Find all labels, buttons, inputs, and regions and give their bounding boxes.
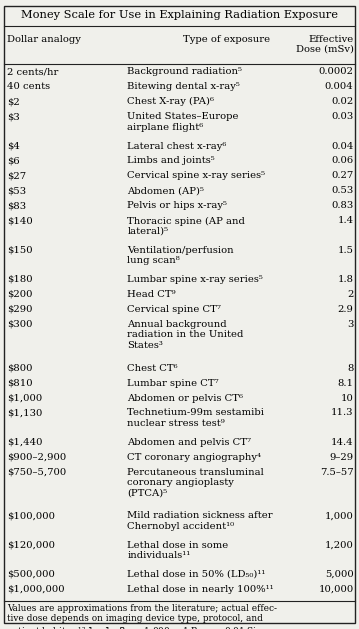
Text: Chest X-ray (PA)⁶: Chest X-ray (PA)⁶ <box>127 97 214 106</box>
Text: $140: $140 <box>7 216 33 225</box>
Text: Cervical spine x-ray series⁵: Cervical spine x-ray series⁵ <box>127 172 265 181</box>
Text: 8.1: 8.1 <box>337 379 354 387</box>
Text: $27: $27 <box>7 172 26 181</box>
Text: 1.5: 1.5 <box>337 246 354 255</box>
Text: $800: $800 <box>7 364 33 372</box>
Text: 10: 10 <box>341 394 354 403</box>
Text: Abdomen (AP)⁵: Abdomen (AP)⁵ <box>127 186 204 196</box>
Text: United States–Europe
airplane flight⁶: United States–Europe airplane flight⁶ <box>127 112 239 131</box>
Text: Lethal dose in 50% (LD₅₀)¹¹: Lethal dose in 50% (LD₅₀)¹¹ <box>127 570 266 579</box>
Text: $180: $180 <box>7 275 33 284</box>
Text: Technetium-99m sestamibi
nuclear stress test⁹: Technetium-99m sestamibi nuclear stress … <box>127 408 265 428</box>
Text: Lumbar spine CT⁷: Lumbar spine CT⁷ <box>127 379 219 387</box>
Text: Effective
Dose (mSv): Effective Dose (mSv) <box>295 35 354 54</box>
Text: Head CT⁹: Head CT⁹ <box>127 290 176 299</box>
Text: 0.004: 0.004 <box>325 82 354 91</box>
Text: 10,000: 10,000 <box>318 585 354 594</box>
Text: $750–5,700: $750–5,700 <box>7 468 66 477</box>
Text: 0.53: 0.53 <box>331 186 354 196</box>
Text: 2.9: 2.9 <box>338 305 354 314</box>
Text: 11.3: 11.3 <box>331 408 354 418</box>
Text: 5,000: 5,000 <box>325 570 354 579</box>
Text: Bitewing dental x-ray⁵: Bitewing dental x-ray⁵ <box>127 82 240 91</box>
Text: 9–29: 9–29 <box>330 453 354 462</box>
Text: Abdomen or pelvis CT⁶: Abdomen or pelvis CT⁶ <box>127 394 243 403</box>
Text: Chest CT⁶: Chest CT⁶ <box>127 364 178 372</box>
Text: $6: $6 <box>7 157 20 165</box>
Text: $1,000,000: $1,000,000 <box>7 585 65 594</box>
Text: Lumbar spine x-ray series⁵: Lumbar spine x-ray series⁵ <box>127 275 263 284</box>
Text: 2 cents/hr: 2 cents/hr <box>7 67 59 76</box>
Text: $120,000: $120,000 <box>7 541 55 550</box>
Text: CT coronary angiography⁴: CT coronary angiography⁴ <box>127 453 261 462</box>
Text: 0.83: 0.83 <box>331 201 354 211</box>
Text: $290: $290 <box>7 305 33 314</box>
Text: $1,440: $1,440 <box>7 438 43 447</box>
Text: Lethal dose in nearly 100%¹¹: Lethal dose in nearly 100%¹¹ <box>127 585 274 594</box>
Text: $83: $83 <box>7 201 26 211</box>
Text: 8: 8 <box>347 364 354 372</box>
Text: Values are approximations from the literature; actual effec-
tive dose depends o: Values are approximations from the liter… <box>7 604 304 629</box>
Text: 1.8: 1.8 <box>337 275 354 284</box>
Text: $4: $4 <box>7 142 20 150</box>
Text: $53: $53 <box>7 186 26 196</box>
Text: 1,200: 1,200 <box>325 541 354 550</box>
Text: $300: $300 <box>7 320 33 329</box>
Text: 3: 3 <box>347 320 354 329</box>
Text: Type of exposure: Type of exposure <box>183 35 270 43</box>
Text: $810: $810 <box>7 379 33 387</box>
Text: $150: $150 <box>7 246 33 255</box>
Text: 1,000: 1,000 <box>325 511 354 520</box>
Text: Lethal dose in some
individuals¹¹: Lethal dose in some individuals¹¹ <box>127 541 229 560</box>
Text: 14.4: 14.4 <box>331 438 354 447</box>
Text: 0.06: 0.06 <box>331 157 354 165</box>
Text: 0.0002: 0.0002 <box>319 67 354 76</box>
Text: Cervical spine CT⁷: Cervical spine CT⁷ <box>127 305 221 314</box>
Text: 40 cents: 40 cents <box>7 82 50 91</box>
Text: 0.02: 0.02 <box>331 97 354 106</box>
Text: 0.27: 0.27 <box>331 172 354 181</box>
Text: Percutaneous transluminal
coronary angioplasty
(PTCA)⁵: Percutaneous transluminal coronary angio… <box>127 468 264 498</box>
Text: 0.04: 0.04 <box>331 142 354 150</box>
Text: Money Scale for Use in Explaining Radiation Exposure: Money Scale for Use in Explaining Radiat… <box>21 10 338 20</box>
Text: Ventilation/perfusion
lung scan⁸: Ventilation/perfusion lung scan⁸ <box>127 246 234 265</box>
Text: Annual background
radiation in the United
States³: Annual background radiation in the Unite… <box>127 320 244 350</box>
Text: 2: 2 <box>347 290 354 299</box>
Text: $100,000: $100,000 <box>7 511 55 520</box>
Text: Pelvis or hips x-ray⁵: Pelvis or hips x-ray⁵ <box>127 201 227 211</box>
Text: 7.5–57: 7.5–57 <box>320 468 354 477</box>
Text: $3: $3 <box>7 112 20 121</box>
Text: $1,130: $1,130 <box>7 408 43 418</box>
Text: Background radiation⁵: Background radiation⁵ <box>127 67 242 76</box>
Text: 0.03: 0.03 <box>331 112 354 121</box>
Text: $2: $2 <box>7 97 20 106</box>
Text: Thoracic spine (AP and
lateral)⁵: Thoracic spine (AP and lateral)⁵ <box>127 216 245 236</box>
Text: Lateral chest x-ray⁶: Lateral chest x-ray⁶ <box>127 142 227 150</box>
Text: 1.4: 1.4 <box>337 216 354 225</box>
Text: Mild radiation sickness after
Chernobyl accident¹⁰: Mild radiation sickness after Chernobyl … <box>127 511 273 531</box>
Text: Dollar analogy: Dollar analogy <box>7 35 81 43</box>
Text: $200: $200 <box>7 290 33 299</box>
Text: $900–2,900: $900–2,900 <box>7 453 66 462</box>
Text: $1,000: $1,000 <box>7 394 42 403</box>
Text: Limbs and joints⁵: Limbs and joints⁵ <box>127 157 215 165</box>
Text: $500,000: $500,000 <box>7 570 55 579</box>
Text: Abdomen and pelvis CT⁷: Abdomen and pelvis CT⁷ <box>127 438 251 447</box>
